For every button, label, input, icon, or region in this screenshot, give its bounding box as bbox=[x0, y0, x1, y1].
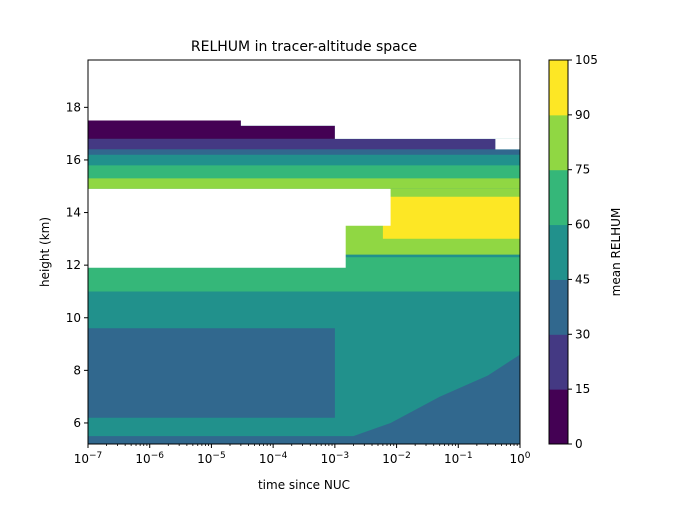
colorbar-segment bbox=[549, 334, 568, 390]
colorbar-tick-label: 105 bbox=[575, 53, 598, 67]
colorbar-frame bbox=[548, 59, 569, 445]
y-axis-label: height (km) bbox=[38, 217, 52, 287]
contour-region bbox=[88, 149, 520, 155]
colorbar-segment bbox=[549, 114, 568, 171]
x-axis: 10−7 10−6 10−5 10−4 10−3 10−2 10−1 100 bbox=[74, 444, 531, 466]
x-tick-label: 10−1 bbox=[444, 451, 473, 466]
contour-regions bbox=[88, 60, 520, 444]
y-axis: 6 8 10 12 14 16 18 bbox=[66, 100, 88, 430]
colorbar-segment bbox=[549, 60, 568, 116]
contour-region bbox=[382, 196, 520, 239]
y-tick-label: 12 bbox=[66, 258, 81, 272]
colorbar-tick-label: 90 bbox=[575, 108, 590, 122]
contour-region bbox=[88, 354, 520, 444]
contour-region bbox=[88, 328, 335, 418]
y-tick-label: 18 bbox=[66, 100, 81, 114]
nodata-region bbox=[495, 138, 520, 150]
x-tick-label: 10−7 bbox=[74, 451, 103, 466]
colorbar-segment bbox=[549, 389, 568, 445]
colorbar-segment bbox=[549, 169, 568, 226]
x-tick-label: 10−3 bbox=[321, 451, 350, 466]
contour-region bbox=[88, 138, 496, 150]
colorbar-tick-label: 30 bbox=[575, 327, 590, 341]
contour-region bbox=[88, 178, 520, 189]
plot-frame bbox=[87, 59, 521, 445]
y-tick-label: 10 bbox=[66, 311, 81, 325]
y-tick-label: 14 bbox=[66, 206, 81, 220]
colorbar-tick-label: 45 bbox=[575, 272, 590, 286]
x-tick-label: 10−5 bbox=[197, 451, 226, 466]
x-tick-label: 100 bbox=[509, 451, 530, 466]
colorbar-tick-label: 60 bbox=[575, 218, 590, 232]
colorbar-segment bbox=[549, 224, 568, 280]
contour-region bbox=[88, 154, 520, 166]
x-tick-label: 10−4 bbox=[259, 451, 288, 466]
x-axis-label: time since NUC bbox=[258, 478, 350, 492]
x-tick-label: 10−6 bbox=[135, 451, 164, 466]
colorbar-label: mean RELHUM bbox=[609, 208, 623, 297]
x-tick-label: 10−2 bbox=[382, 451, 411, 466]
y-tick-label: 6 bbox=[73, 416, 81, 430]
nodata-region bbox=[88, 188, 391, 268]
y-tick-label: 16 bbox=[66, 153, 81, 167]
colorbar-tick-label: 15 bbox=[575, 382, 590, 396]
colorbar-tick-label: 0 bbox=[575, 437, 583, 451]
nodata-region bbox=[88, 60, 520, 139]
colorbar-tick-label: 75 bbox=[575, 163, 590, 177]
colorbar-segment bbox=[549, 279, 568, 335]
colorbar: 0 15 30 45 60 75 90 105 bbox=[548, 53, 598, 451]
y-tick-label: 8 bbox=[73, 363, 81, 377]
chart-title: RELHUM in tracer-altitude space bbox=[191, 39, 417, 55]
contour-region bbox=[88, 120, 335, 139]
